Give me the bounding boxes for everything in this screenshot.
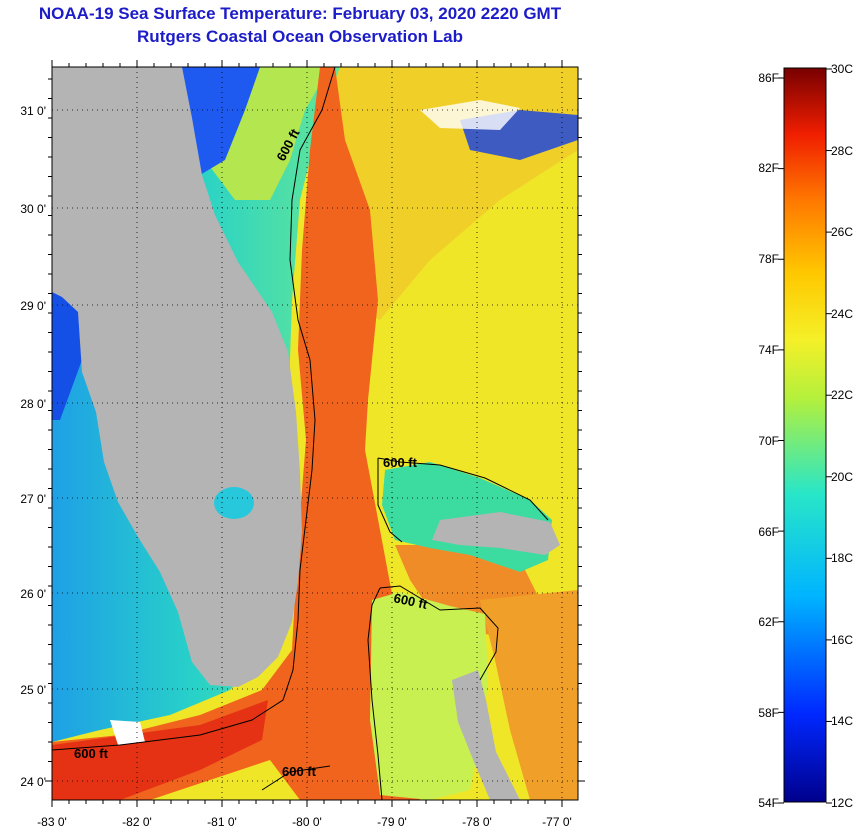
- graticule: [52, 67, 578, 800]
- colorbar-c-label: 18C: [831, 551, 853, 565]
- gulf-stream: [52, 67, 420, 800]
- lat-tick-label: 26 0': [20, 587, 46, 601]
- chart-subtitle: Rutgers Coastal Ocean Observation Lab: [137, 27, 463, 46]
- isobath-600ft-great-bahama-west: [367, 587, 383, 800]
- chart-title: NOAA-19 Sea Surface Temperature: Februar…: [38, 4, 562, 23]
- colorbar-f-label: 58F: [758, 706, 779, 720]
- lon-tick-label: -82 0': [122, 815, 152, 829]
- isobath-600ft-little-bahama-west: [377, 458, 403, 543]
- isobath-600ft-florida: [52, 67, 336, 751]
- colorbar-c-label: 22C: [831, 388, 853, 402]
- map-frame: [51, 66, 579, 801]
- longitude-axis: -83 0' -82 0' -81 0' -80 0' -79 0' -78 0…: [37, 815, 572, 829]
- cloud-patch: [110, 720, 145, 745]
- colorbar: 86F 82F 78F 74F 70F 66F 62F 58F 54F 30C …: [758, 62, 853, 810]
- andros-island: [452, 670, 520, 800]
- lat-tick-label: 29 0': [20, 299, 46, 313]
- colorbar-ticks: [778, 68, 832, 804]
- colorbar-f-label: 70F: [758, 434, 779, 448]
- contour-label: 600 ft: [74, 746, 109, 761]
- lat-tick-label: 27 0': [20, 492, 46, 506]
- lat-tick-label: 24 0': [20, 775, 46, 789]
- colorbar-f-label: 86F: [758, 71, 779, 85]
- colorbar-f-label: 82F: [758, 161, 779, 175]
- lat-tick-label: 25 0': [20, 683, 46, 697]
- colorbar-c-label: 24C: [831, 307, 853, 321]
- colorbar-c-label: 14C: [831, 714, 853, 728]
- colorbar-c-label: 26C: [831, 225, 853, 239]
- colorbar-gradient: [783, 67, 827, 803]
- lon-tick-label: -83 0': [37, 815, 67, 829]
- colorbar-c-label: 12C: [831, 796, 853, 810]
- colorbar-c-label: 16C: [831, 633, 853, 647]
- colorbar-f-label: 74F: [758, 343, 779, 357]
- lat-tick-label: 28 0': [20, 397, 46, 411]
- axis-ticks: [45, 60, 585, 807]
- colorbar-f-label: 54F: [758, 796, 779, 810]
- colorbar-c-label: 30C: [831, 62, 853, 76]
- offshore-cloud-patch: [420, 100, 520, 130]
- colorbar-c-label: 20C: [831, 470, 853, 484]
- lon-tick-label: -80 0': [292, 815, 322, 829]
- colorbar-c-label: 28C: [831, 144, 853, 158]
- great-bahama-bank: [370, 592, 488, 800]
- lon-tick-label: -78 0': [462, 815, 492, 829]
- colorbar-f-label: 62F: [758, 615, 779, 629]
- contour-label: 600 ft: [383, 455, 418, 470]
- lat-tick-label: 30 0': [20, 202, 46, 216]
- isobath-600ft-keys: [261, 765, 331, 791]
- colorbar-f-label: 78F: [758, 252, 779, 266]
- colorbar-f-label: 66F: [758, 525, 779, 539]
- isobath-600ft-little-bahama: [377, 457, 549, 521]
- isobath-600ft-great-bahama-north: [379, 585, 499, 681]
- lake-okeechobee: [214, 487, 254, 519]
- florida-current-south: [52, 700, 268, 800]
- latitude-axis: 31 0' 30 0' 29 0' 28 0' 27 0' 26 0' 25 0…: [20, 104, 46, 789]
- cold-nearshore-water: [180, 67, 260, 175]
- cold-bay-water: [52, 290, 82, 420]
- sst-image: 600 ft 600 ft 600 ft 600 ft 600 ft: [52, 67, 578, 800]
- contour-label: 600 ft: [282, 764, 317, 779]
- florida-peninsula-land: [52, 67, 302, 687]
- lat-tick-label: 31 0': [20, 104, 46, 118]
- lon-tick-label: -77 0': [542, 815, 572, 829]
- lon-tick-label: -81 0': [207, 815, 237, 829]
- grand-bahama-island: [432, 512, 560, 555]
- contour-label: 600 ft: [392, 590, 429, 612]
- lon-tick-label: -79 0': [377, 815, 407, 829]
- eastern-warm-water: [480, 590, 578, 800]
